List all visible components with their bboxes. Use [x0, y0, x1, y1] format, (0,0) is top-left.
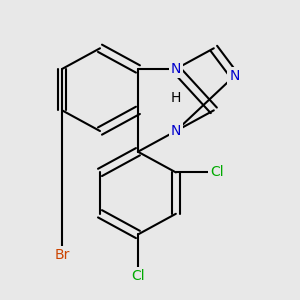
Text: N: N [171, 124, 181, 138]
Text: N: N [229, 69, 240, 83]
Text: H: H [171, 91, 181, 105]
Text: Br: Br [54, 248, 70, 262]
Text: Cl: Cl [210, 165, 224, 179]
Text: N: N [171, 62, 181, 76]
Text: Cl: Cl [131, 269, 145, 283]
